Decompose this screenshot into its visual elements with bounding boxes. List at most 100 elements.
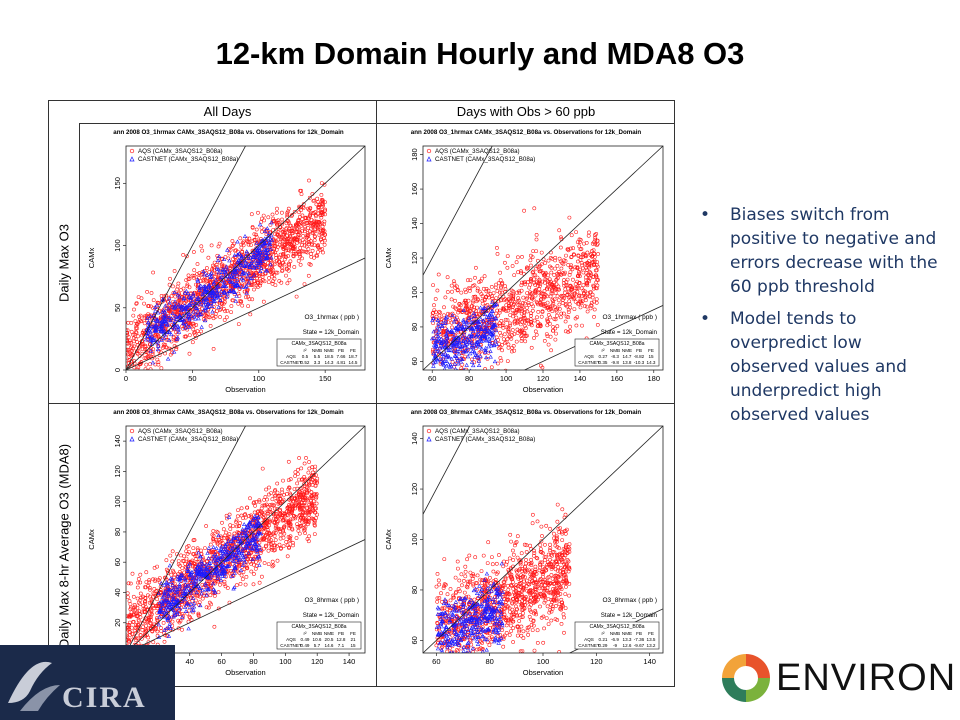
castnet-point [469,325,475,330]
aqs-point [294,251,298,256]
aqs-point [511,295,516,300]
aqs-point [314,214,318,219]
aqs-point [580,299,585,304]
aqs-point [287,486,292,490]
castnet-point [489,308,494,313]
aqs-point [232,241,237,246]
row-header-daily-max-label: Daily Max O3 [56,223,72,303]
stats-table-header: FB [636,348,642,353]
castnet-point [201,302,206,307]
castnet-point [148,338,153,343]
aqs-point [261,546,266,551]
castnet-point [176,302,182,307]
aqs-point [592,251,597,256]
aqs-point [565,283,570,288]
aqs-point [312,473,317,477]
aqs-point [266,280,271,285]
aqs-point [594,232,599,236]
aqs-point [306,233,311,237]
castnet-point [195,277,200,282]
aqs-point [306,247,311,251]
aqs-point [138,572,143,577]
aqs-point [227,532,232,537]
y-tick-label: 180 [410,148,419,161]
castnet-point [165,321,170,326]
aqs-point [555,294,560,299]
aqs-point [591,283,596,288]
castnet-point [469,359,475,364]
x-tick-label: 80 [465,374,473,383]
aqs-point [578,299,582,304]
aqs-point [236,508,240,513]
aqs-point [138,597,143,602]
aqs-point [185,282,190,287]
aqs-point [483,367,487,370]
aqs-point [292,237,297,242]
aqs-point [530,308,535,313]
castnet-point [211,299,216,304]
castnet-point [208,272,213,276]
castnet-point [252,272,257,277]
aqs-point [214,262,219,267]
aqs-point [153,593,158,598]
aqs-point [522,324,527,328]
aqs-point [126,339,129,343]
aqs-point [480,319,485,323]
aqs-point [154,375,157,378]
aqs-point [586,233,591,238]
aqs-point [562,283,567,288]
aqs-point [259,514,264,518]
aqs-point [201,279,206,284]
aqs-point [132,613,137,618]
aqs-point [500,323,505,328]
aqs-point [190,340,195,345]
aqs-point [505,254,510,259]
aqs-point [178,619,183,623]
aqs-point [281,478,285,483]
aqs-point [268,541,273,546]
aqs-point [528,317,533,322]
castnet-point [244,283,249,288]
aqs-point [303,216,308,221]
aqs-point [594,274,598,279]
castnet-point [434,369,435,370]
castnet-point [494,302,499,306]
aqs-point [237,294,242,298]
castnet-point [433,338,439,343]
aqs-point [531,269,536,274]
castnet-point [262,250,268,255]
aqs-point [287,227,292,231]
aqs-point [566,248,571,253]
aqs-point [316,200,321,205]
plot-title: ann 2008 O3_8hrmax CAMx_3SAQS12_B08a vs.… [113,409,344,416]
castnet-point [444,359,449,363]
castnet-point [475,353,480,358]
castnet-point [261,254,266,259]
aqs-point [281,511,285,516]
castnet-point [145,315,150,320]
aqs-point [180,627,184,632]
aqs-point [455,288,460,293]
x-tick-label: 100 [253,374,266,383]
castnet-point [476,331,481,336]
aqs-point [289,243,294,248]
aqs-point [299,504,304,509]
castnet-point [172,318,178,323]
aqs-point [533,329,538,334]
castnet-point [268,262,273,267]
aqs-point [301,516,306,520]
aqs-point [500,290,504,295]
aqs-point [594,280,599,285]
castnet-point [209,304,215,308]
aqs-point [517,317,522,322]
aqs-point [306,479,311,484]
castnet-point [211,280,217,285]
aqs-point [222,318,227,322]
aqs-point [595,322,600,327]
castnet-point [222,279,227,284]
x-tick-label: 100 [500,374,513,383]
aqs-point [171,335,176,340]
aqs-point [307,195,312,200]
aqs-point [571,252,576,257]
aqs-point [177,293,182,298]
